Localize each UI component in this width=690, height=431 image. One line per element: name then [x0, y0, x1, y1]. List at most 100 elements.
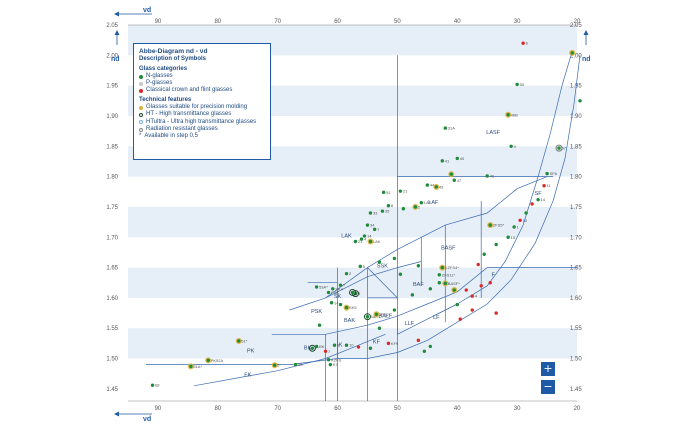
glass-point-label: 41	[445, 158, 450, 163]
glass-point	[189, 364, 193, 369]
glass-point	[476, 262, 480, 267]
glass-point	[440, 159, 444, 163]
p-glasses-marker-icon	[139, 81, 143, 86]
glass-point	[425, 183, 430, 187]
legend-item-precision-molding[interactable]: Glasses suitable for precision molding	[139, 104, 265, 111]
legend-item-classical-glasses[interactable]: Classical crown and flint glasses	[139, 87, 265, 94]
n-glasses-marker-icon	[139, 74, 143, 79]
glass-point	[443, 126, 447, 130]
glass-point-label: 6	[526, 41, 529, 46]
legend-item-ht[interactable]: HT - High transmittance glasses	[139, 111, 265, 118]
y-tick-label-right: 1.90	[570, 114, 582, 120]
glass-point-label: SK4	[335, 286, 343, 291]
glass-region-boundary	[289, 261, 422, 311]
glass-point	[437, 273, 442, 277]
glass-point	[365, 315, 370, 319]
glass-point-label: ZFS11*	[442, 272, 456, 277]
glass-point	[494, 311, 498, 315]
glass-point	[310, 346, 315, 350]
glass-point	[392, 256, 397, 261]
glass-point	[557, 146, 561, 150]
legend-label: Glasses suitable for precision molding	[146, 104, 248, 111]
glass-point	[328, 362, 333, 367]
zoom-in-button[interactable]: +	[541, 362, 555, 376]
glass-point-label: 10	[523, 218, 528, 223]
glass-point	[449, 172, 453, 176]
glass-point	[317, 323, 322, 327]
y-tick-label-left: 2.00	[106, 53, 118, 59]
glass-point	[464, 288, 468, 292]
glass-point-label: 34	[370, 223, 375, 228]
glass-point-label: 9	[514, 144, 517, 149]
glass-point-label: 5*	[277, 363, 281, 368]
legend-item-n-glasses[interactable]: N-glasses	[139, 73, 265, 80]
glass-region-boundary	[433, 55, 572, 317]
glass-point-label: 5	[337, 343, 340, 348]
y-tick-label-left: 1.90	[106, 114, 118, 120]
glass-point	[545, 171, 549, 176]
glass-point	[331, 287, 335, 291]
glass-point	[314, 344, 319, 349]
x-tick-label-bottom: 30	[514, 406, 521, 412]
glass-point-label: ZFS2*	[379, 312, 391, 317]
legend-subtitle: Description of Symbols	[139, 56, 207, 63]
zoom-out-button[interactable]: −	[541, 380, 555, 394]
x-tick-label-bottom: 50	[394, 406, 401, 412]
legend-label: Radiation resistant glasses	[146, 125, 218, 132]
glass-point	[350, 290, 355, 295]
asterisk-icon: *	[139, 133, 142, 140]
glass-point	[470, 308, 474, 312]
legend-item-htultra[interactable]: HTultra - Ultra high transmittance glass…	[139, 119, 265, 126]
glass-point	[381, 190, 386, 195]
glass-point	[485, 174, 489, 178]
glass-point	[386, 341, 391, 346]
glass-point-label: 14	[334, 300, 339, 305]
glass-point-label: BK	[319, 344, 325, 349]
glass-point	[362, 234, 367, 238]
glass-region-boundary	[367, 267, 398, 299]
glass-point	[272, 363, 277, 367]
glass-point	[428, 344, 433, 349]
glass-point	[338, 283, 343, 287]
glass-point	[329, 301, 334, 305]
glass-point-label: 21	[358, 239, 363, 244]
glass-point-label: PSK	[331, 290, 339, 295]
grid-band	[128, 328, 577, 359]
glass-point	[440, 265, 444, 270]
glass-point-label: BASF*	[448, 281, 460, 286]
glass-point	[344, 305, 349, 310]
x-axis-name-top: νd	[143, 7, 151, 14]
glass-region-boundary	[271, 267, 577, 335]
left-axis-arrowhead-icon	[114, 30, 120, 35]
x-tick-label-bottom: 60	[334, 406, 341, 412]
glass-point	[452, 288, 456, 292]
glass-point	[344, 343, 349, 347]
glass-point-label: K7	[333, 362, 339, 367]
glass-point-label: 53A*	[319, 284, 328, 289]
region-label: PSK	[311, 309, 322, 315]
y-tick-label-left: 1.60	[106, 296, 118, 302]
precision-molding-marker-icon	[139, 105, 143, 110]
y-tick-label-right: 1.55	[570, 326, 582, 332]
y-tick-label-left: 1.95	[106, 84, 118, 90]
legend-item-p-glasses[interactable]: P-glasses	[139, 80, 265, 87]
x-tick-label-top: 90	[155, 19, 162, 25]
y-tick-label-right: 1.85	[570, 144, 582, 150]
glass-region-boundary	[193, 333, 386, 387]
glass-point-label: 15	[511, 235, 516, 240]
glass-point-label: 7	[377, 227, 380, 232]
y-tick-label-left: 1.45	[106, 387, 118, 393]
legend-item-step-05[interactable]: * Available in step 0.5	[139, 133, 265, 140]
region-label: SK	[334, 294, 342, 300]
radiation-resistant-marker-icon	[139, 127, 143, 132]
glass-point	[488, 223, 492, 227]
legend-item-radiation-resistant[interactable]: Radiation resistant glasses	[139, 126, 265, 133]
y-tick-label-right: 1.45	[570, 387, 582, 393]
glass-point	[353, 239, 358, 244]
x-tick-label-top: 70	[274, 19, 281, 25]
glass-point-label: 40	[460, 156, 465, 161]
glass-point	[358, 264, 362, 269]
glass-point-label: 4	[475, 294, 478, 299]
x-tick-label-top: 80	[214, 19, 221, 25]
glass-point-label: 10	[349, 343, 354, 348]
